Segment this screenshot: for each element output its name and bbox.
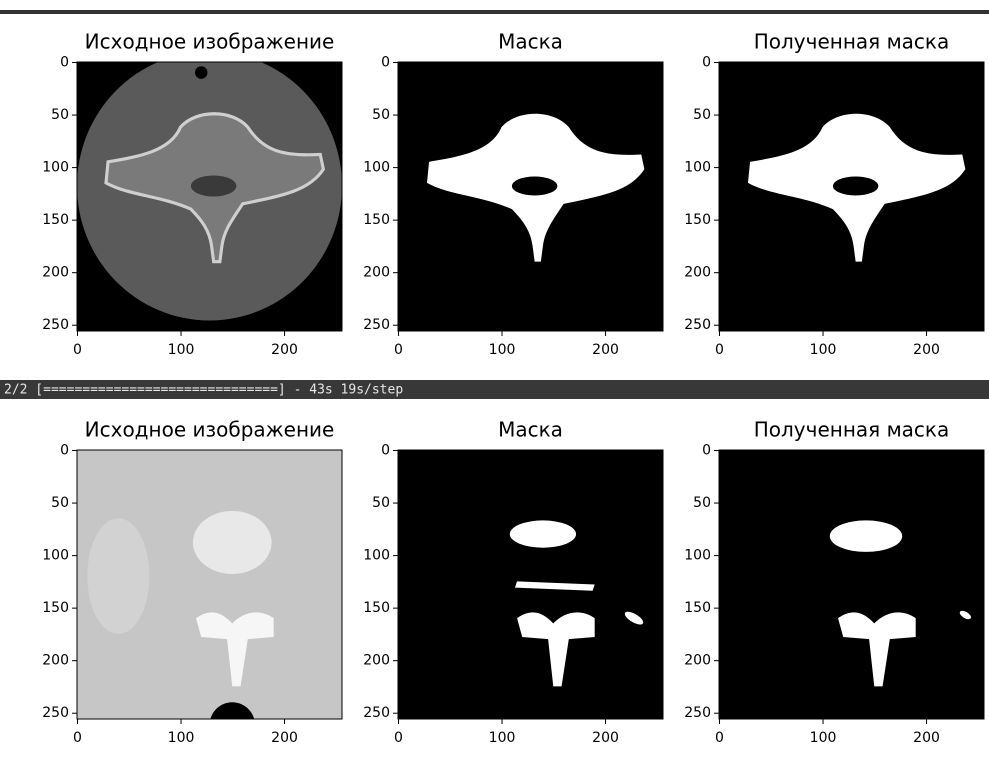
y-tick-label: 200 xyxy=(42,265,69,281)
panel-title: Полученная маска xyxy=(754,30,950,54)
y-tick-label: 200 xyxy=(363,653,390,669)
y-tick-label: 50 xyxy=(693,495,711,511)
image xyxy=(77,450,342,748)
y-tick-label: 200 xyxy=(684,265,711,281)
x-tick-label: 0 xyxy=(394,342,403,358)
y-tick-label: 0 xyxy=(60,55,69,71)
x-tick-label: 0 xyxy=(715,342,724,358)
x-tick-label: 200 xyxy=(271,342,298,358)
y-tick-label: 250 xyxy=(684,317,711,333)
y-tick-label: 100 xyxy=(363,548,390,564)
y-tick-label: 250 xyxy=(363,317,390,333)
panel-title: Полученная маска xyxy=(754,418,950,442)
y-tick-label: 150 xyxy=(684,212,711,228)
canal xyxy=(191,175,237,196)
image xyxy=(719,62,984,331)
x-tick-label: 200 xyxy=(913,730,940,746)
y-tick-label: 50 xyxy=(372,495,390,511)
y-tick-label: 150 xyxy=(363,212,390,228)
panel-title: Маска xyxy=(498,418,563,442)
notebook-output: 2/2 [==============================] - 4… xyxy=(0,0,989,760)
x-tick-label: 100 xyxy=(810,342,837,358)
y-tick-label: 100 xyxy=(42,548,69,564)
x-tick-label: 100 xyxy=(810,730,837,746)
image xyxy=(77,51,342,331)
air xyxy=(195,66,207,79)
y-tick-label: 250 xyxy=(363,705,390,721)
panel-title: Исходное изображение xyxy=(85,418,335,442)
y-tick-label: 50 xyxy=(51,495,69,511)
x-tick-label: 0 xyxy=(394,730,403,746)
organ xyxy=(87,518,149,634)
x-tick-label: 200 xyxy=(271,730,298,746)
y-tick-label: 200 xyxy=(684,653,711,669)
image xyxy=(398,450,663,719)
y-tick-label: 0 xyxy=(381,55,390,71)
progress-text: 2/2 [==============================] - 4… xyxy=(4,383,403,398)
y-tick-label: 150 xyxy=(684,600,711,616)
image xyxy=(719,450,984,719)
image xyxy=(398,62,663,331)
y-tick-label: 200 xyxy=(363,265,390,281)
y-tick-label: 0 xyxy=(60,443,69,459)
image-bg xyxy=(719,450,984,719)
y-tick-label: 0 xyxy=(702,443,711,459)
x-tick-label: 100 xyxy=(168,730,195,746)
y-tick-label: 0 xyxy=(381,443,390,459)
y-tick-label: 100 xyxy=(684,160,711,176)
y-tick-label: 100 xyxy=(363,160,390,176)
x-tick-label: 0 xyxy=(73,730,82,746)
mask-region xyxy=(510,520,576,547)
top-divider xyxy=(0,10,989,14)
panel-title: Маска xyxy=(498,30,563,54)
y-tick-label: 150 xyxy=(42,600,69,616)
y-tick-label: 100 xyxy=(684,548,711,564)
y-tick-label: 250 xyxy=(684,705,711,721)
vertebral-body xyxy=(193,511,272,574)
mask-hole xyxy=(833,177,879,196)
y-tick-label: 150 xyxy=(42,212,69,228)
x-tick-label: 100 xyxy=(489,342,516,358)
y-tick-label: 150 xyxy=(363,600,390,616)
x-tick-label: 100 xyxy=(168,342,195,358)
x-tick-label: 100 xyxy=(489,730,516,746)
y-tick-label: 250 xyxy=(42,705,69,721)
air xyxy=(210,702,256,748)
x-tick-label: 200 xyxy=(592,342,619,358)
y-tick-label: 50 xyxy=(51,107,69,123)
y-tick-label: 200 xyxy=(42,653,69,669)
x-tick-label: 200 xyxy=(592,730,619,746)
mask-region xyxy=(830,520,902,552)
y-tick-label: 0 xyxy=(702,55,711,71)
y-tick-label: 250 xyxy=(42,317,69,333)
mask-hole xyxy=(512,177,558,196)
x-tick-label: 200 xyxy=(913,342,940,358)
panel-title: Исходное изображение xyxy=(85,30,335,54)
x-tick-label: 0 xyxy=(73,342,82,358)
y-tick-label: 100 xyxy=(42,160,69,176)
y-tick-label: 50 xyxy=(372,107,390,123)
y-tick-label: 50 xyxy=(693,107,711,123)
x-tick-label: 0 xyxy=(715,730,724,746)
